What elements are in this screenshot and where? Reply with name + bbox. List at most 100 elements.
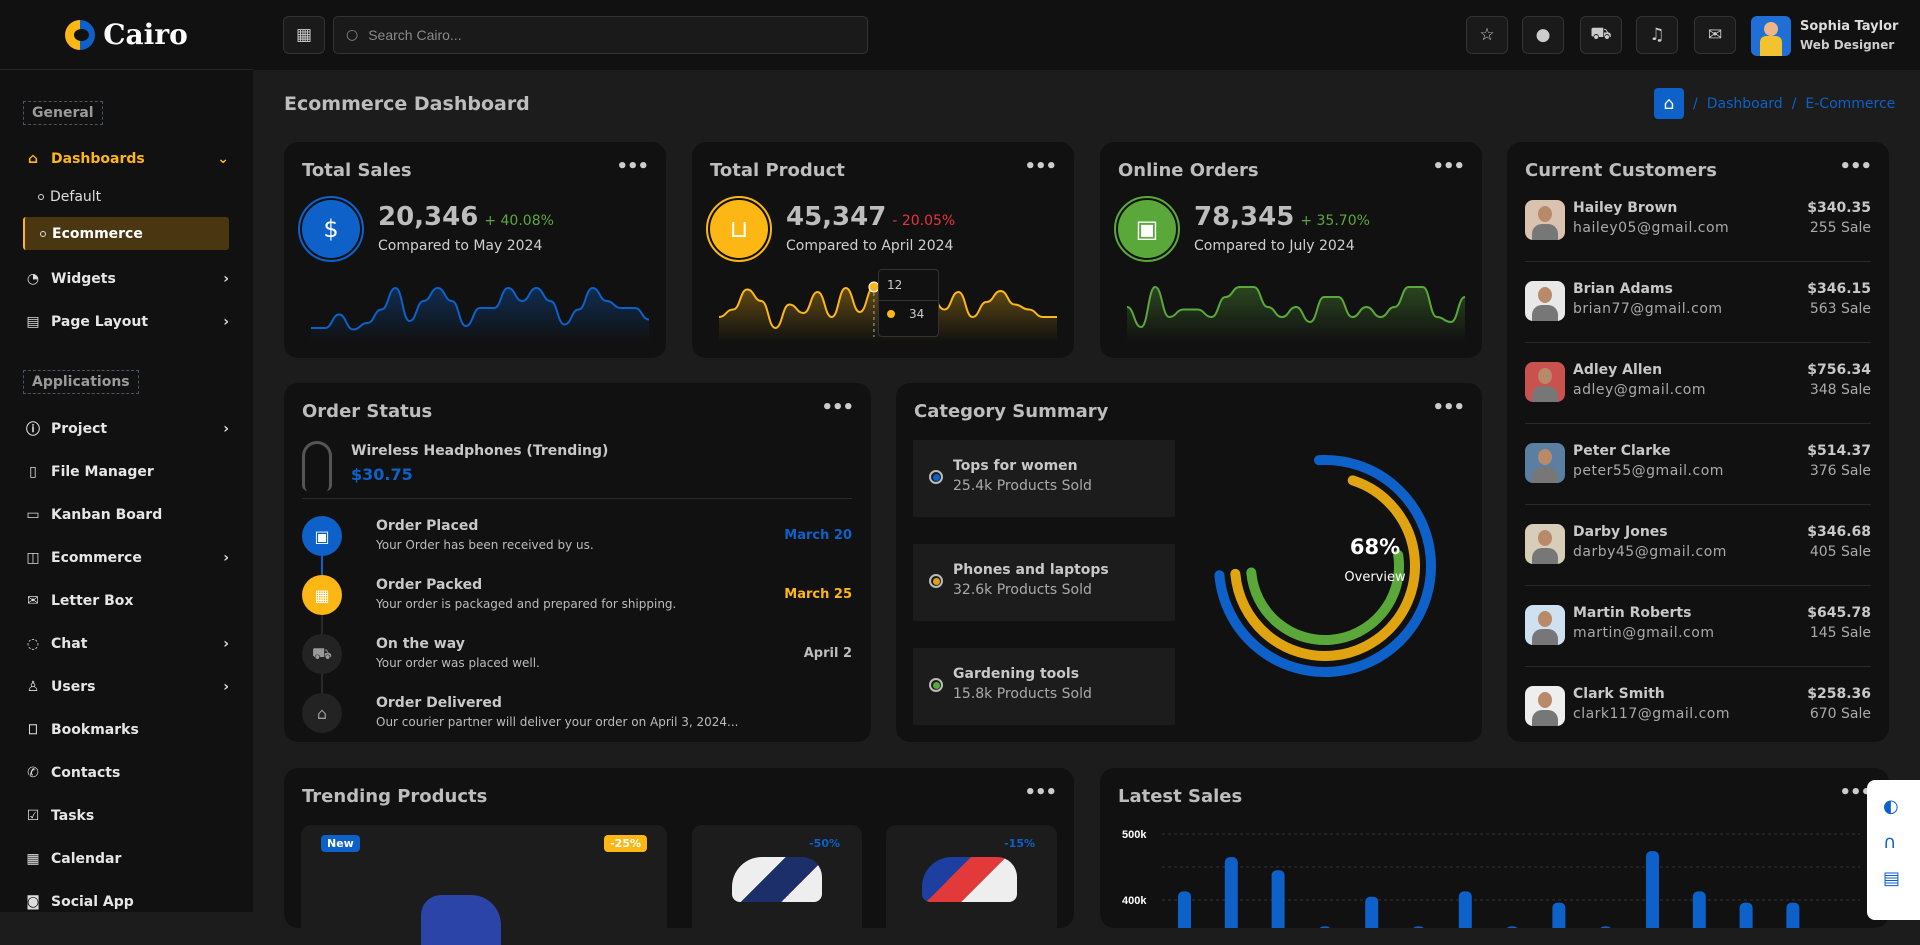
sparkline-area [1127,287,1465,342]
sales-bar[interactable] [1458,891,1472,928]
trending-product-card[interactable]: -50% [692,825,862,945]
step-desc: Your order is packaged and prepared for … [376,597,677,611]
customer-row[interactable]: Martin Roberts martin@gmail.com $645.78 … [1525,605,1871,667]
sidebar-item-calendar[interactable]: ▦ Calendar [23,844,229,874]
sidebar-item-users[interactable]: ♙ Users › [23,672,229,702]
order-step: ▦ Order Packed Your order is packaged an… [302,575,852,625]
customer-row[interactable]: Darby Jones darby45@gmail.com $346.68 40… [1525,524,1871,586]
sales-bar[interactable] [1365,896,1379,928]
sidebar-subitem-ecommerce[interactable]: Ecommerce [23,217,229,250]
more-options-icon[interactable]: ••• [1024,782,1057,803]
sales-bar[interactable] [1412,926,1425,928]
sidebar-item-label: File Manager [51,464,154,480]
sidebar-item-label: Widgets [51,271,116,287]
sparkline-chart [1126,285,1466,342]
customer-email: clark117@gmail.com [1573,706,1730,722]
sidebar-item-page-layout[interactable]: ▤ Page Layout › [23,307,229,337]
headset-icon[interactable]: ∩ [1883,832,1897,853]
notifications-button[interactable]: ♫ [1636,16,1678,54]
category-item[interactable]: Phones and laptops 32.6k Products Sold [913,544,1175,621]
messages-button[interactable]: ✉ [1694,16,1736,54]
sidebar-item-kanban-board[interactable]: ▭ Kanban Board [23,500,229,530]
breadcrumb-dashboard[interactable]: Dashboard [1706,95,1783,112]
sidebar-item-widgets[interactable]: ◔ Widgets › [23,264,229,294]
stat-value: 20,346 [378,202,479,232]
tooltip-label: 12 [879,270,938,301]
brand-logo[interactable]: Cairo [0,0,253,70]
sidebar-subitem-label: Default [50,189,102,205]
sales-bar[interactable] [1224,857,1238,928]
chevron-right-icon: › [223,421,229,437]
sales-bar[interactable] [1739,902,1753,928]
sales-bar[interactable] [1318,926,1331,928]
sidebar-subitem-default[interactable]: Default [38,189,101,205]
grid-icon: ▦ [295,25,313,45]
category-sold: 32.6k Products Sold [953,582,1092,598]
step-title: Order Packed [376,577,483,593]
category-item[interactable]: Tops for women 25.4k Products Sold [913,440,1175,517]
stat-card-total-sales: Total Sales ••• $ 20,346 + 40.08% Compare… [284,142,666,358]
sales-bar[interactable] [1506,926,1519,928]
sidebar-item-chat[interactable]: ◌ Chat › [23,629,229,659]
chart-tooltip: 12 34 [878,269,939,337]
card-title: Total Product [710,160,845,181]
sales-bar[interactable] [1271,870,1285,928]
more-options-icon[interactable]: ••• [1432,156,1465,177]
customer-row[interactable]: Brian Adams brian77@gmail.com $346.15 56… [1525,281,1871,343]
breadcrumb-home-icon[interactable]: ⌂ [1654,88,1684,119]
customer-avatar [1525,362,1565,402]
sidebar-item-contacts[interactable]: ✆ Contacts [23,758,229,788]
apps-grid-button[interactable]: ▦ [283,16,325,54]
sidebar-item-project[interactable]: ⓘ Project › [23,414,229,444]
palette-icon[interactable]: ◐ [1883,796,1899,817]
user-avatar[interactable] [1751,16,1791,56]
badge-discount: -50% [809,837,840,850]
sales-bar[interactable] [1646,851,1659,928]
more-options-icon[interactable]: ••• [1839,782,1872,803]
customer-row[interactable]: Adley Allen adley@gmail.com $756.34 348 … [1525,362,1871,424]
more-options-icon[interactable]: ••• [1432,397,1465,418]
category-item[interactable]: Gardening tools 15.8k Products Sold [913,648,1175,725]
sales-bar[interactable] [1178,891,1191,928]
more-options-icon[interactable]: ••• [1024,156,1057,177]
customer-row[interactable]: Peter Clarke peter55@gmail.com $514.37 3… [1525,443,1871,505]
divider [1525,342,1871,343]
trending-product-card[interactable]: -15% [886,825,1057,945]
sidebar-item-letter-box[interactable]: ✉ Letter Box [23,586,229,616]
customer-row[interactable]: Clark Smith clark117@gmail.com $258.36 6… [1525,686,1871,746]
search-box[interactable]: ○ [333,16,868,54]
sales-bar[interactable] [1552,902,1566,928]
stat-value: 78,345 [1194,202,1295,232]
order-step: ⌂ Order Delivered Our courier partner wi… [302,693,852,743]
customer-row[interactable]: Hailey Brown hailey05@gmail.com $340.35 … [1525,200,1871,262]
sidebar-item-dashboards[interactable]: ⌂ Dashboards ⌄ [23,144,229,174]
sales-bar[interactable] [1599,926,1612,928]
sales-bar[interactable] [1786,902,1800,928]
stat-compare: Compared to July 2024 [1194,238,1355,254]
more-options-icon[interactable]: ••• [616,156,649,177]
sidebar-item-social-app[interactable]: ◙ Social App [23,887,229,917]
search-input[interactable] [368,27,849,43]
cart-button[interactable]: ⛟ [1580,16,1622,54]
card-title: Trending Products [302,786,488,807]
divider [1525,261,1871,262]
sidebar-item-bookmarks[interactable]: ⎕ Bookmarks [23,715,229,745]
sidebar-item-tasks[interactable]: ☑ Tasks [23,801,229,831]
sidebar: Cairo General ⌂ Dashboards ⌄ Default Eco… [0,0,253,912]
more-options-icon[interactable]: ••• [821,397,854,418]
category-sold: 25.4k Products Sold [953,478,1092,494]
tooltip-value: 34 [909,307,925,321]
customer-name: Peter Clarke [1573,443,1671,459]
more-options-icon[interactable]: ••• [1839,156,1872,177]
document-icon[interactable]: ▤ [1883,868,1901,889]
theme-toggle-button[interactable]: ● [1522,16,1564,54]
radial-bar-2 [1230,471,1420,661]
bookmark-star-button[interactable]: ☆ [1466,16,1508,54]
sidebar-item-file-manager[interactable]: ▯ File Manager [23,457,229,487]
sidebar-item-ecommerce[interactable]: ◫ Ecommerce › [23,543,229,573]
sales-bar[interactable] [1692,891,1706,928]
shoe-image [922,857,1017,902]
bullet-icon [38,194,44,200]
trending-product-main[interactable]: New -25% [301,825,667,945]
divider [1525,423,1871,424]
